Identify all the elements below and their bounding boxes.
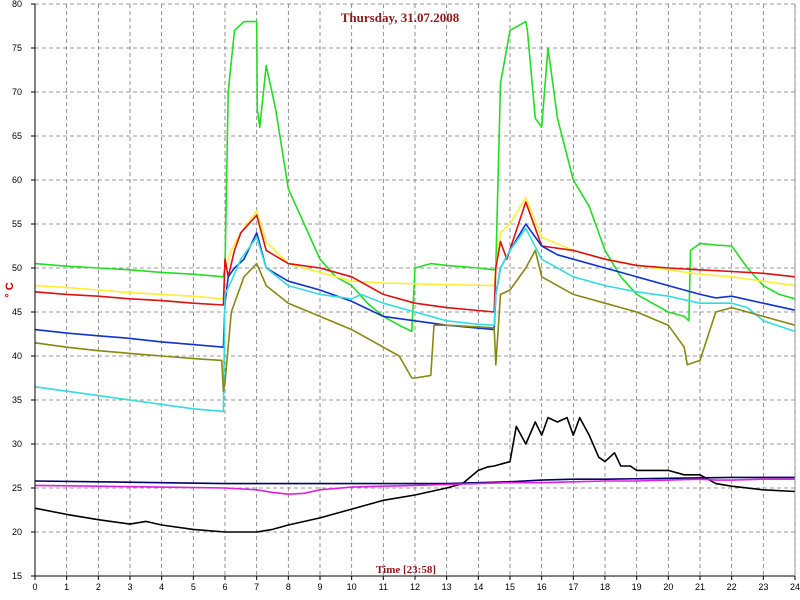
- x-tick-label: 21: [695, 582, 705, 592]
- y-tick-label: 50: [12, 263, 22, 273]
- x-tick-label: 24: [790, 582, 800, 592]
- x-tick-label: 22: [727, 582, 737, 592]
- x-tick-label: 5: [191, 582, 196, 592]
- y-tick-label: 45: [12, 307, 22, 317]
- x-tick-label: 14: [473, 582, 483, 592]
- series-line-5: [34, 227, 796, 413]
- x-tick-label: 19: [632, 582, 642, 592]
- x-tick-label: 17: [568, 582, 578, 592]
- y-tick-label: 25: [12, 483, 22, 493]
- y-tick-labels: 15 20 25 30 35 40 45 50 55 60 65 70 75 80: [12, 0, 35, 581]
- series-line-6: [34, 249, 796, 392]
- x-tick-label: 12: [410, 582, 420, 592]
- y-tick-label: 65: [12, 131, 22, 141]
- x-tick-label: 3: [127, 582, 132, 592]
- y-tick-label: 70: [12, 87, 22, 97]
- x-tick-label: 4: [159, 582, 164, 592]
- series-line-1: [34, 20, 796, 333]
- x-tick-label: 7: [254, 582, 259, 592]
- x-tick-label: 16: [537, 582, 547, 592]
- series-line-4: [34, 223, 796, 348]
- x-tick-label: 6: [222, 582, 227, 592]
- y-tick-label: 40: [12, 351, 22, 361]
- series-line-9: [34, 478, 795, 495]
- y-tick-label: 80: [12, 0, 22, 9]
- x-tick-label: 11: [379, 582, 388, 592]
- x-axis-label: Time [23:58]: [376, 564, 436, 576]
- x-tick-label: 0: [32, 582, 37, 592]
- y-tick-label: 60: [12, 175, 22, 185]
- chart-title: Thursday, 31.07.2008: [341, 10, 460, 25]
- x-tick-label: 15: [505, 582, 515, 592]
- y-tick-label: 75: [12, 43, 22, 53]
- x-tick-label: 13: [442, 582, 452, 592]
- x-tick-label: 9: [317, 582, 322, 592]
- series-lines: [34, 20, 796, 533]
- x-tick-label: 1: [64, 582, 69, 592]
- y-tick-label: 15: [12, 571, 22, 581]
- x-tick-label: 23: [758, 582, 768, 592]
- y-tick-label: 30: [12, 439, 22, 449]
- x-tick-label: 18: [600, 582, 610, 592]
- x-tick-label: 10: [347, 582, 357, 592]
- y-tick-label: 20: [12, 527, 22, 537]
- y-axis-label: ° C: [4, 282, 16, 297]
- y-tick-label: 35: [12, 395, 22, 405]
- x-tick-label: 2: [96, 582, 101, 592]
- series-line-3: [34, 201, 796, 313]
- x-tick-label: 8: [286, 582, 291, 592]
- x-tick-labels: 0 1 2 3 4 5 6 7 8 9 10 11 12 13 14 15 16 17 18 19 20 21 22 23 24: [32, 576, 800, 592]
- series-line-7: [34, 416, 796, 533]
- x-tick-label: 20: [663, 582, 673, 592]
- y-tick-label: 55: [12, 219, 22, 229]
- series-line-8: [34, 476, 795, 485]
